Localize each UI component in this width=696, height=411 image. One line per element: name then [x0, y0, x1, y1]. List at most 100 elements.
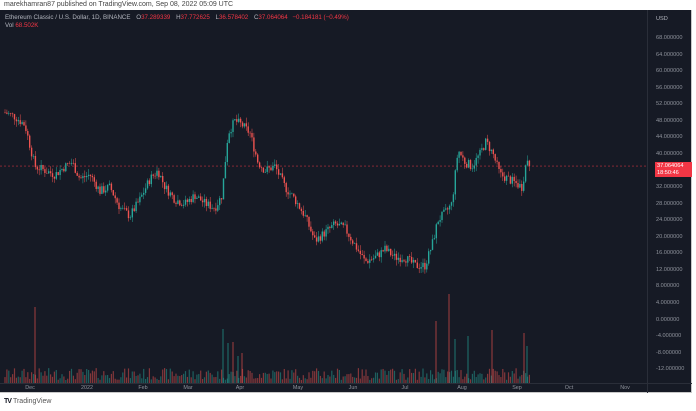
- candle-body: [196, 197, 198, 199]
- volume-bar: [44, 371, 46, 383]
- candle-body: [89, 174, 92, 176]
- candle-body: [393, 253, 396, 256]
- volume-bar: [122, 372, 124, 383]
- candle-body: [329, 226, 331, 228]
- volume-bar: [316, 368, 318, 383]
- volume-bar: [221, 369, 223, 383]
- volume-bar: [162, 369, 164, 383]
- candle-body: [428, 251, 430, 264]
- candle-body: [163, 182, 166, 190]
- volume-bar: [452, 376, 454, 383]
- candle-body: [17, 120, 19, 122]
- candle-body: [257, 154, 259, 163]
- candle-body: [523, 181, 525, 191]
- candle-body: [509, 176, 512, 184]
- candle-body: [272, 165, 274, 171]
- volume-bar: [124, 368, 126, 383]
- candle-body: [289, 193, 291, 195]
- volume-bar: [80, 369, 82, 383]
- candle-body: [137, 201, 139, 203]
- volume-bar: [498, 375, 500, 383]
- bar-countdown: 18:50:46: [657, 170, 679, 177]
- candle-body: [156, 170, 158, 176]
- volume-bar: [287, 370, 289, 383]
- candle-body: [201, 200, 204, 203]
- symbol-title[interactable]: Ethereum Classic / U.S. Dollar, 1D, BINA…: [5, 14, 131, 21]
- candle-body: [302, 210, 304, 216]
- candle-body: [422, 262, 424, 268]
- volume-bar: [528, 374, 530, 383]
- candle-body: [352, 240, 354, 244]
- volume-bar: [105, 375, 107, 383]
- candle-body: [353, 243, 356, 244]
- volume-label: Vol: [5, 22, 14, 29]
- candle-body: [143, 192, 145, 195]
- price-tick: 12.000000: [656, 266, 683, 273]
- volume-bar: [84, 375, 86, 383]
- price-axis[interactable]: USD 37.064064 18:50:46 68.000000 64.00000…: [647, 10, 692, 383]
- candle-body: [108, 183, 111, 186]
- volume-bar: [437, 371, 439, 383]
- candle-body: [133, 208, 135, 212]
- candle-body: [105, 190, 107, 193]
- volume-bar: [310, 377, 312, 383]
- volume-bar: [523, 333, 525, 383]
- candle-body: [452, 194, 455, 203]
- candle-body: [198, 196, 200, 198]
- price-tick: 60.000000: [656, 68, 683, 75]
- volume-bar: [454, 339, 456, 383]
- price-tick: -8.000000: [656, 349, 682, 356]
- candle-body: [281, 173, 284, 178]
- volume-bar: [291, 370, 293, 383]
- volume-bar: [12, 374, 14, 383]
- candle-body: [80, 177, 82, 179]
- change-value: −0.184181 (−0.49%): [292, 14, 349, 21]
- volume-bar: [63, 376, 65, 383]
- candle-body: [270, 167, 272, 171]
- volume-bar: [319, 375, 321, 383]
- volume-bar: [181, 375, 183, 383]
- candle-body: [238, 118, 240, 122]
- candle-body: [84, 176, 86, 178]
- volume-bar: [504, 372, 506, 383]
- volume-bar: [31, 372, 33, 383]
- candle-body: [473, 165, 475, 169]
- candle-body: [477, 155, 479, 158]
- volume-bar: [424, 377, 426, 383]
- volume-bar: [487, 373, 489, 383]
- volume-bar: [395, 379, 397, 383]
- chart-plot-area[interactable]: Ethereum Classic / U.S. Dollar, 1D, BINA…: [0, 10, 647, 383]
- volume-bar: [40, 372, 42, 383]
- candle-body: [184, 199, 187, 205]
- candle-body: [511, 176, 513, 184]
- time-tick: 2022: [81, 385, 93, 391]
- volume-bar: [139, 373, 141, 383]
- chart-legend: Ethereum Classic / U.S. Dollar, 1D, BINA…: [5, 14, 349, 30]
- volume-bar: [224, 379, 226, 383]
- volume-bar: [65, 379, 67, 383]
- volume-bar: [164, 368, 166, 383]
- volume-bar: [177, 375, 179, 383]
- volume-bar: [253, 378, 255, 383]
- candle-body: [485, 138, 487, 150]
- candle-body: [502, 172, 504, 177]
- volume-bar: [238, 377, 240, 383]
- volume-bar: [513, 373, 515, 383]
- candle-body: [29, 135, 31, 148]
- candle-body: [167, 185, 170, 196]
- candle-body: [376, 252, 379, 256]
- candle-body: [287, 192, 289, 195]
- time-axis[interactable]: Dec 2022 Feb Mar Apr May Jun Jul Aug Sep Oct Nov: [0, 383, 692, 393]
- candle-body: [232, 120, 234, 133]
- candle-body: [372, 258, 375, 260]
- volume-bar: [281, 379, 283, 383]
- volume-bar: [203, 377, 206, 383]
- volume-bar: [114, 378, 116, 383]
- volume-bar: [48, 368, 50, 383]
- volume-bar: [207, 370, 209, 383]
- candle-body: [300, 208, 303, 211]
- candle-body: [333, 221, 335, 226]
- candle-body: [433, 238, 436, 240]
- candle-body: [319, 236, 322, 241]
- volume-bar: [243, 376, 245, 383]
